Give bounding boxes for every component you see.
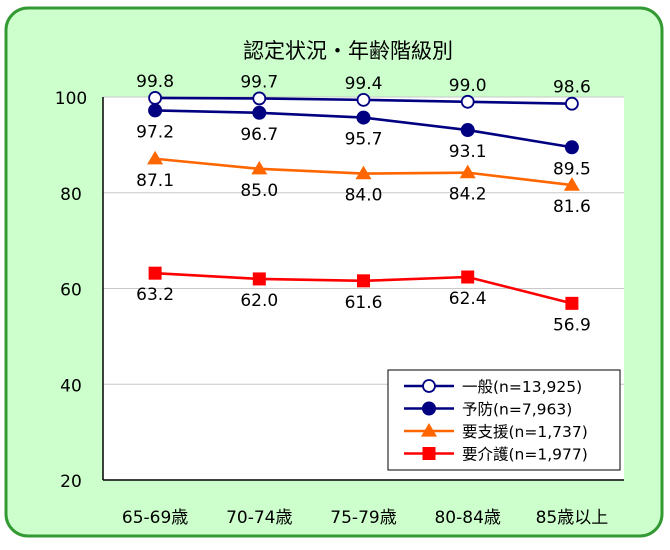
chart-title: 認定状況・年齢階級別 <box>243 39 453 63</box>
data-point <box>356 92 371 107</box>
legend-item: 要支援(n=1,737) <box>404 423 588 441</box>
y-tick-label: 100 <box>55 89 87 109</box>
data-point <box>563 177 580 191</box>
legend-marker <box>422 447 436 460</box>
data-label: 97.2 <box>136 122 174 142</box>
data-label: 95.7 <box>345 130 383 150</box>
data-point <box>565 96 579 111</box>
data-label: 84.2 <box>449 185 487 205</box>
data-label: 99.0 <box>449 76 487 96</box>
data-point <box>355 165 372 180</box>
legend-marker <box>421 423 437 437</box>
data-label: 63.2 <box>136 285 174 305</box>
data-label: 99.8 <box>136 72 174 92</box>
data-label: 98.6 <box>553 78 591 98</box>
data-label: 56.9 <box>553 315 591 335</box>
x-tick-label: 75-79歳 <box>330 508 396 528</box>
data-label: 62.4 <box>449 289 487 309</box>
data-point <box>356 110 371 125</box>
legend-label: 一般(n=13,925) <box>462 378 582 396</box>
data-label: 93.1 <box>449 142 487 162</box>
legend: 一般(n=13,925) 予防(n=7,963) 要支援(n=1,737) 要介護(n… <box>387 369 621 471</box>
legend-label: 要介護(n=1,977) <box>462 446 588 464</box>
data-point <box>252 91 267 106</box>
data-label: 99.4 <box>345 74 383 94</box>
x-tick-label: 65-69歳 <box>122 508 188 528</box>
series-1 <box>148 91 579 111</box>
data-point <box>148 103 163 118</box>
y-tick-label: 20 <box>60 472 82 492</box>
x-tick-label: 80-84歳 <box>434 508 500 528</box>
legend-marker <box>422 379 436 393</box>
data-label: 81.6 <box>553 197 591 217</box>
data-point <box>565 296 579 310</box>
data-point <box>251 160 268 175</box>
data-point <box>459 164 476 179</box>
data-point <box>252 272 266 286</box>
data-label: 99.7 <box>240 72 278 92</box>
y-tick-label: 80 <box>60 185 82 205</box>
series-4 <box>148 266 579 310</box>
legend-item: 要介護(n=1,977) <box>404 446 588 464</box>
data-point <box>461 270 475 284</box>
legend-item: 予防(n=7,963) <box>404 401 572 419</box>
x-tick-label: 70-74歳 <box>226 508 292 528</box>
data-label: 62.0 <box>240 291 278 311</box>
data-point <box>147 150 164 165</box>
legend-marker <box>422 401 436 416</box>
y-tick-label: 40 <box>60 376 82 396</box>
data-point <box>460 123 475 138</box>
data-point <box>564 140 579 155</box>
data-label: 85.0 <box>240 181 278 201</box>
series-2 <box>148 103 579 155</box>
x-tick-label: 85歳以上 <box>536 508 609 528</box>
legend-label: 予防(n=7,963) <box>462 401 572 419</box>
series-3 <box>147 150 580 191</box>
data-label: 61.6 <box>345 293 383 313</box>
legend-item: 一般(n=13,925) <box>404 378 582 396</box>
data-point <box>357 274 370 288</box>
data-label: 87.1 <box>136 171 174 191</box>
data-label: 84.0 <box>345 186 383 206</box>
legend-label: 要支援(n=1,737) <box>462 423 588 441</box>
data-label: 89.5 <box>553 159 591 179</box>
data-label: 96.7 <box>240 125 278 145</box>
data-point <box>148 91 163 105</box>
y-tick-label: 60 <box>60 281 82 301</box>
data-point <box>148 266 162 280</box>
data-point <box>460 94 475 109</box>
data-point <box>252 105 267 120</box>
